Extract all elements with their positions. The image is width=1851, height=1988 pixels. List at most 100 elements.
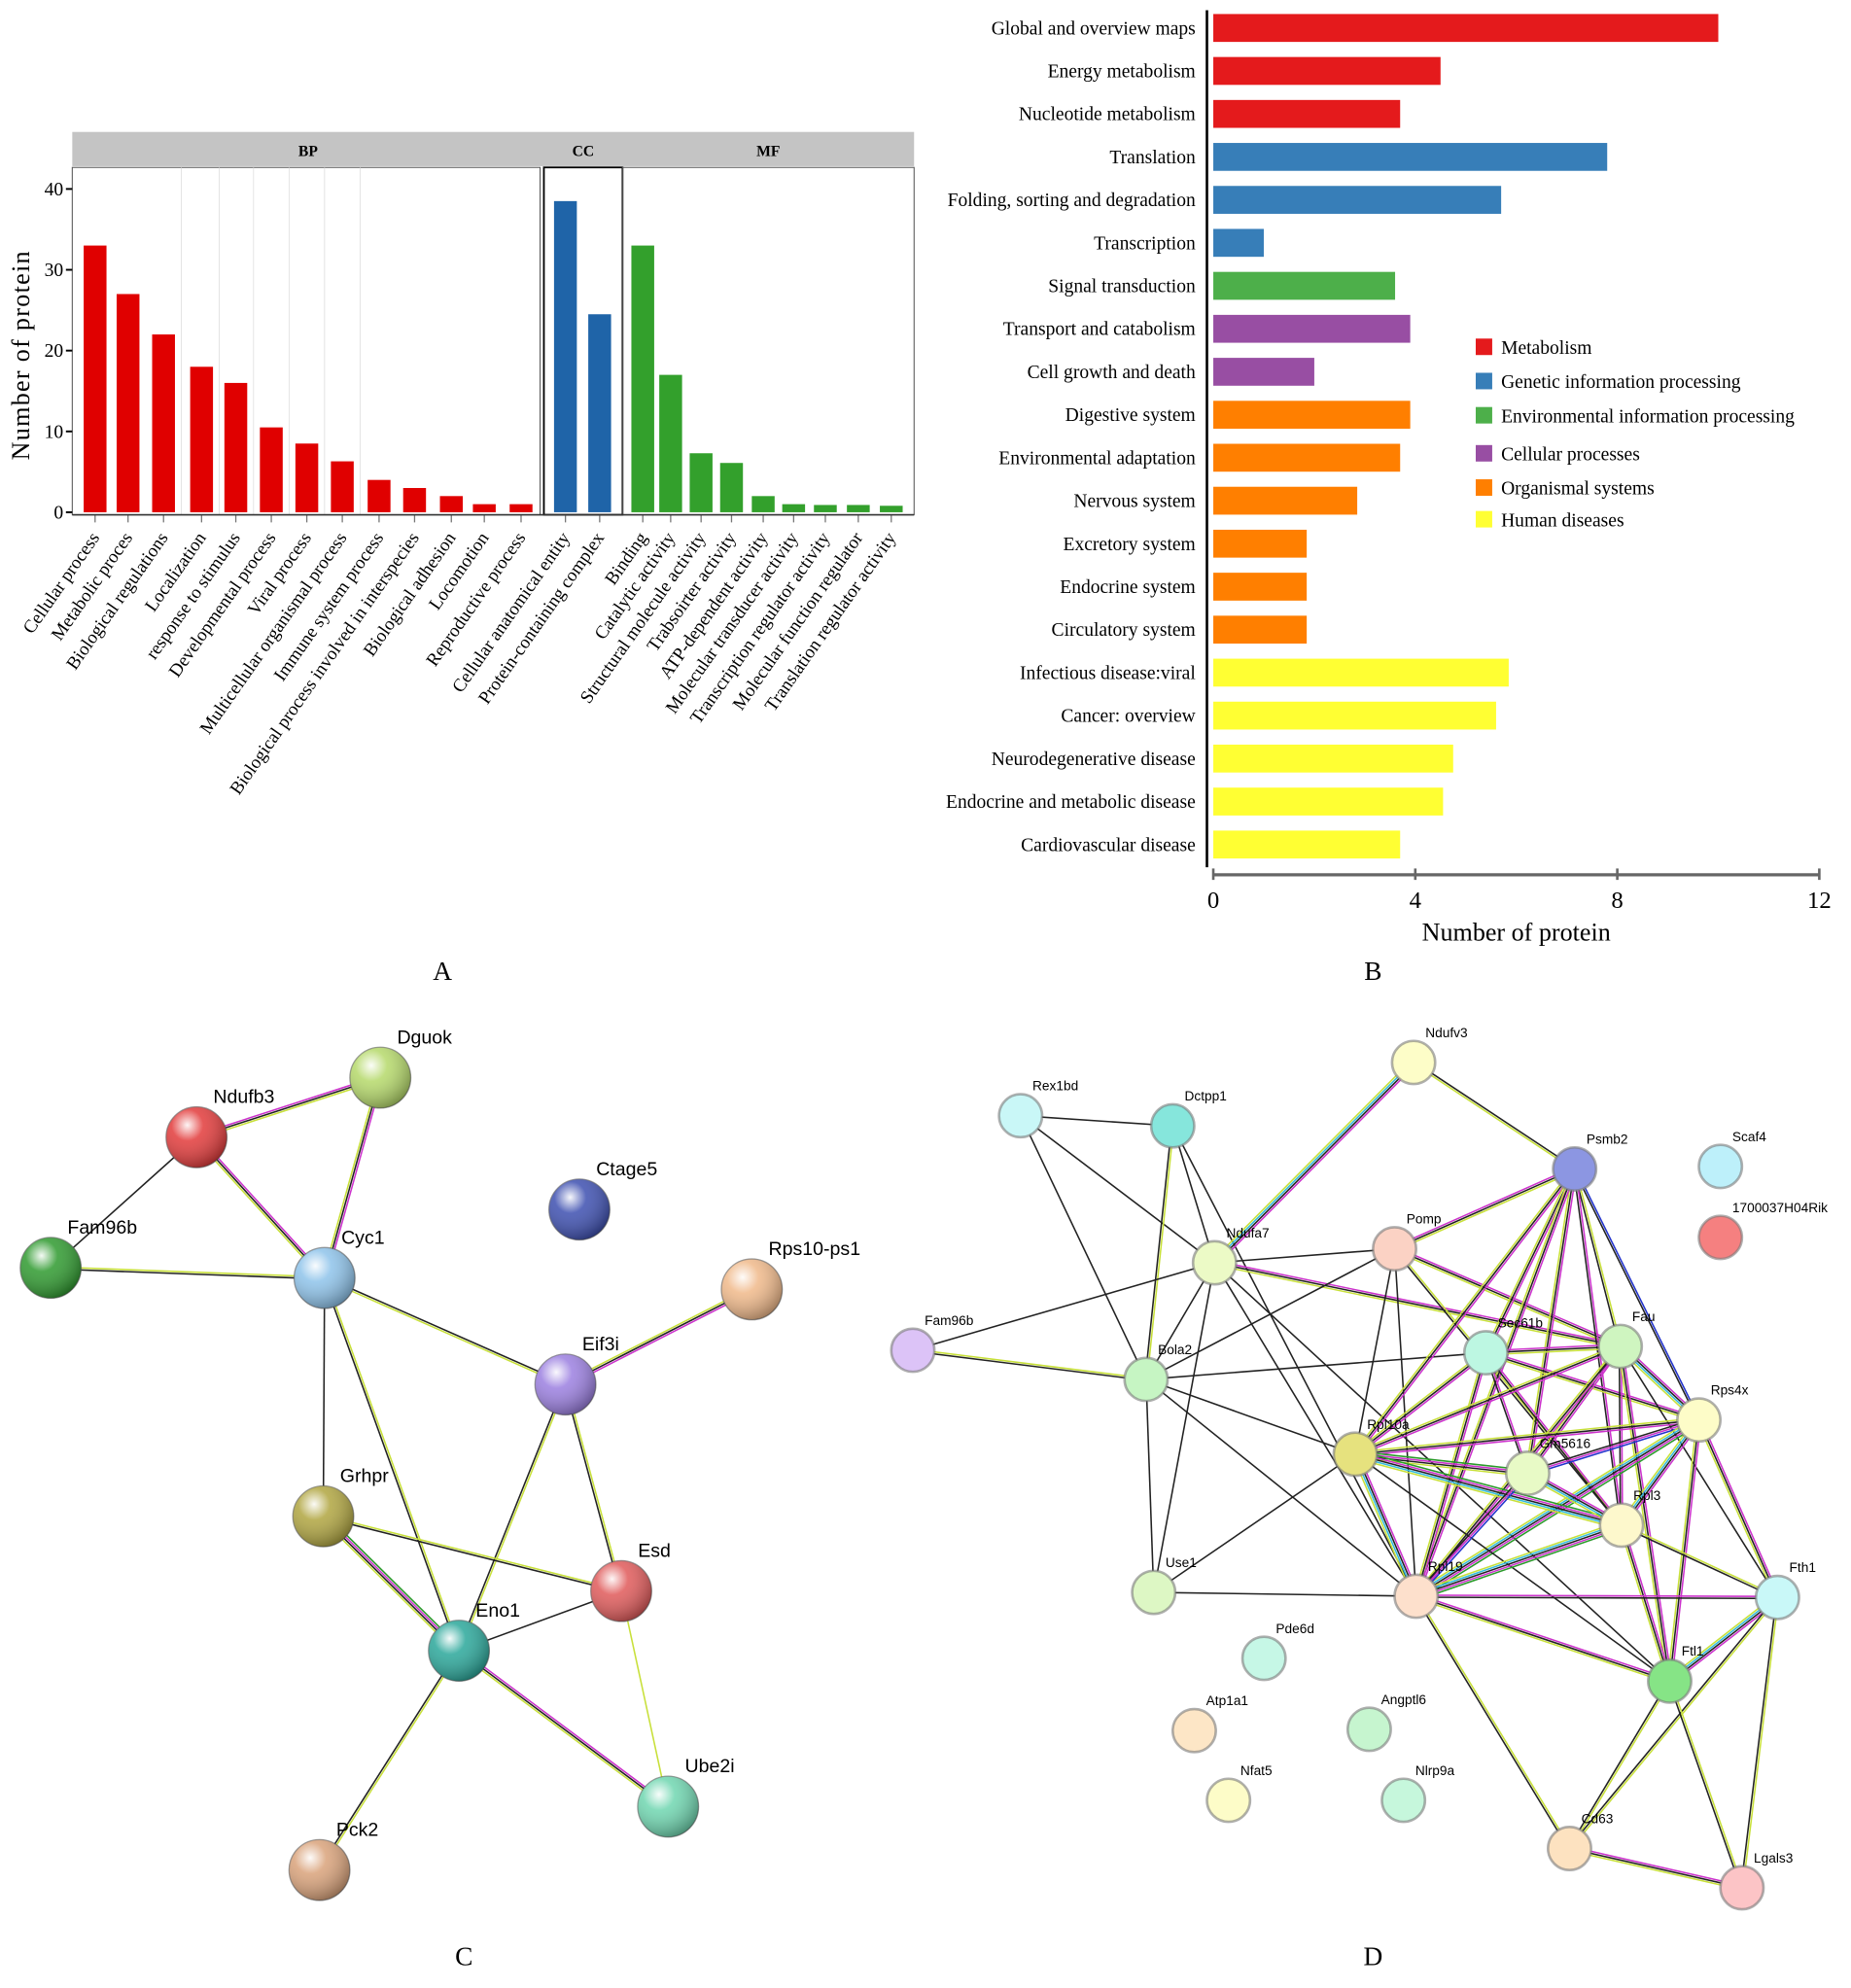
bar bbox=[1213, 314, 1411, 343]
node-circle bbox=[1719, 1865, 1765, 1911]
node-circle bbox=[1123, 1356, 1170, 1403]
node-cd63: Cd63 bbox=[1547, 1811, 1614, 1871]
edge-dguok-cyc1 bbox=[324, 1077, 381, 1278]
node-circle bbox=[1332, 1431, 1379, 1478]
node-highlight bbox=[349, 1047, 411, 1108]
node-fam96b: Fam96b bbox=[890, 1313, 974, 1374]
y-tick-label: Translation bbox=[1109, 148, 1196, 168]
edge-ndufb3-dguok bbox=[196, 1078, 382, 1140]
y-tick-label: Folding, sorting and degradation bbox=[948, 191, 1196, 211]
bar-bp bbox=[190, 366, 214, 512]
bar-bp bbox=[84, 245, 107, 512]
node-pck2: Pck2 bbox=[288, 1819, 378, 1901]
node-fam96b: Fam96b bbox=[19, 1217, 137, 1300]
edge-rpl19-cd63 bbox=[1414, 1596, 1570, 1850]
edge-fam96b-cyc1 bbox=[51, 1268, 325, 1280]
node-ube2i: Ube2i bbox=[637, 1756, 735, 1838]
edge-psmb2-gm5616 bbox=[1524, 1168, 1574, 1474]
edge-use1-rpl10a bbox=[1153, 1453, 1356, 1593]
node-circle bbox=[1697, 1214, 1744, 1261]
facet-strip bbox=[72, 131, 915, 166]
edge-fth1-cd63 bbox=[1568, 1596, 1778, 1849]
edge-rpl3-rpl19 bbox=[1415, 1524, 1623, 1597]
bar-bp bbox=[116, 294, 140, 512]
y-tick-label: Infectious disease:viral bbox=[1020, 663, 1196, 683]
x-axis-title: Number of protein bbox=[1422, 919, 1611, 947]
edge-psmb2-fau bbox=[1572, 1168, 1621, 1347]
node-label: Bola2 bbox=[1158, 1343, 1192, 1357]
edge-cd63-lgals3 bbox=[1569, 1845, 1743, 1887]
node-scaf4: Scaf4 bbox=[1697, 1130, 1766, 1190]
facet-label-cc: CC bbox=[573, 143, 595, 159]
node-1700037h04rik: 1700037H04Rik bbox=[1697, 1201, 1828, 1261]
edge-ndufa7-fau bbox=[1214, 1262, 1621, 1347]
edge-bola2-rpl19 bbox=[1145, 1378, 1417, 1597]
edge-sec61b-rpl19 bbox=[1413, 1351, 1485, 1596]
node-circle bbox=[1345, 1706, 1392, 1753]
edge-rps4x-ftl1 bbox=[1668, 1419, 1700, 1682]
bar-bp bbox=[509, 504, 533, 512]
node-circle bbox=[1647, 1657, 1693, 1704]
panel-b-kegg-chart: Global and overview maps Energy metabolis… bbox=[946, 10, 1832, 947]
node-nfat5: Nfat5 bbox=[1205, 1763, 1273, 1824]
edge-psmb2-rps4x bbox=[1574, 1168, 1701, 1420]
node-label: Dctpp1 bbox=[1184, 1089, 1226, 1103]
node-circle bbox=[1205, 1777, 1252, 1824]
bar-bp bbox=[367, 479, 391, 512]
edge-ndufb3-cyc1 bbox=[195, 1136, 326, 1279]
edge-cd63-lgals3 bbox=[1569, 1847, 1743, 1889]
edge-eno1-ube2i bbox=[458, 1650, 669, 1808]
edge-ndufa7-pomp bbox=[1214, 1247, 1395, 1264]
node-label: Nfat5 bbox=[1240, 1763, 1273, 1778]
edge-psmb2-rpl10a bbox=[1352, 1167, 1574, 1454]
edge-rpl3-ftl1 bbox=[1623, 1524, 1673, 1681]
node-label: Cd63 bbox=[1582, 1811, 1614, 1826]
x-tick-label: 8 bbox=[1611, 888, 1623, 914]
node-label: Rpl10a bbox=[1367, 1417, 1410, 1432]
edge-psmb2-sec61b bbox=[1483, 1168, 1574, 1352]
edge-rps10-ps1-eif3i bbox=[565, 1288, 752, 1385]
node-bola2: Bola2 bbox=[1123, 1343, 1192, 1403]
node-pomp: Pomp bbox=[1372, 1212, 1442, 1273]
y-tick-label: Cell growth and death bbox=[1028, 363, 1196, 383]
bar-bp bbox=[331, 461, 354, 512]
bar-bp bbox=[439, 496, 463, 512]
edge-fam96b-bola2 bbox=[912, 1348, 1147, 1379]
edge-pomp-fau bbox=[1394, 1247, 1621, 1347]
node-ndufv3: Ndufv3 bbox=[1390, 1026, 1468, 1086]
edge-ndufv3-psmb2 bbox=[1414, 1061, 1576, 1169]
edge-ftl1-lgals3 bbox=[1667, 1681, 1742, 1889]
edge-ftl1-cd63 bbox=[1567, 1680, 1670, 1849]
node-fth1: Fth1 bbox=[1754, 1560, 1816, 1621]
node-label: Fam96b bbox=[67, 1217, 137, 1238]
node-circle bbox=[1170, 1707, 1217, 1754]
node-rpl10a: Rpl10a bbox=[1332, 1417, 1410, 1478]
node-label: Rps4x bbox=[1711, 1383, 1749, 1398]
edge-psmb2-rpl10a bbox=[1354, 1168, 1576, 1455]
y-tick-label: Cancer: overview bbox=[1061, 707, 1196, 727]
edge-rpl10a-rpl19 bbox=[1351, 1454, 1414, 1598]
edge-fth1-cd63 bbox=[1569, 1597, 1779, 1850]
bar-mf bbox=[814, 505, 837, 512]
y-tick-label: Transport and catabolism bbox=[1003, 320, 1196, 340]
node-grhpr: Grhpr bbox=[292, 1466, 389, 1548]
bar bbox=[1213, 443, 1401, 472]
edge-fth1-ftl1 bbox=[1667, 1594, 1776, 1680]
edge-fau-ftl1 bbox=[1619, 1345, 1671, 1682]
node-highlight bbox=[19, 1237, 82, 1299]
edge-sec61b-rpl10a bbox=[1355, 1353, 1488, 1457]
edge-fau-rpl10a bbox=[1354, 1343, 1621, 1453]
edge-fth1-ftl1 bbox=[1670, 1599, 1780, 1685]
node-circle bbox=[1697, 1143, 1744, 1190]
node-label: Rps10-ps1 bbox=[769, 1238, 861, 1260]
edge-psmb2-rpl19 bbox=[1414, 1168, 1574, 1596]
node-gm5616: Gm5616 bbox=[1504, 1436, 1591, 1496]
bar bbox=[1213, 401, 1411, 429]
node-label: Eif3i bbox=[582, 1334, 619, 1355]
edge-pomp-fau bbox=[1393, 1249, 1621, 1349]
edge-ndufv3-ndufa7 bbox=[1214, 1063, 1415, 1265]
node-label: Psmb2 bbox=[1587, 1132, 1628, 1146]
edge-pomp-fau bbox=[1395, 1245, 1622, 1345]
y-tick-label: Endocrine system bbox=[1060, 577, 1196, 598]
